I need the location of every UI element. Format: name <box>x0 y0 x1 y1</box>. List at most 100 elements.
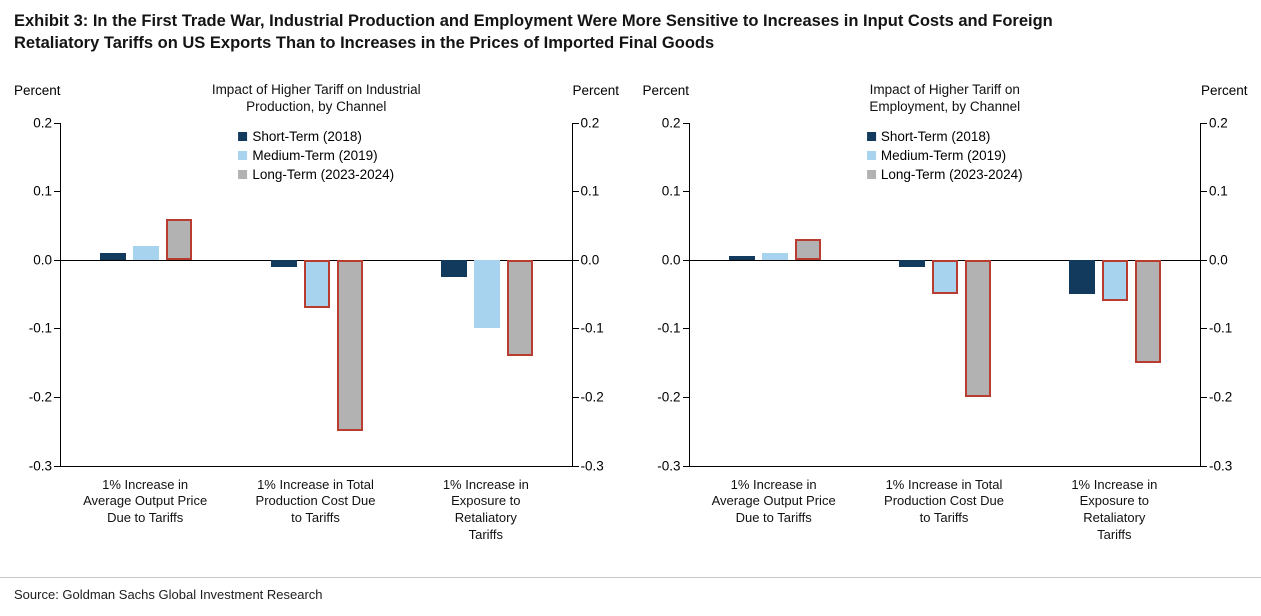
tick-mark <box>1201 465 1207 467</box>
tick-mark <box>54 191 60 193</box>
bar-short-term-2018-cat1 <box>728 256 755 260</box>
y-tick-label: -0.2 <box>657 389 681 405</box>
tick-mark <box>572 465 579 467</box>
bar-medium-term-2019-cat1 <box>761 252 788 260</box>
tick-mark <box>54 328 60 330</box>
tick-mark <box>572 328 579 330</box>
y-tick-label: -0.2 <box>1209 389 1233 405</box>
tick-mark <box>54 122 60 124</box>
tick-mark <box>1201 396 1207 398</box>
tick-mark <box>572 191 579 193</box>
legend-label: Medium-Term (2019) <box>252 147 378 163</box>
tick-mark <box>682 465 689 467</box>
chart-panel-industrial-production: Percent Impact of Higher Tariff on Indus… <box>14 81 619 543</box>
chart-title: Impact of Higher Tariff on Industrial Pr… <box>211 81 421 115</box>
legend-label: Medium-Term (2019) <box>880 147 1007 163</box>
tick-mark <box>1201 328 1207 330</box>
y-axis-left: 0.2 0.1 0.0 -0.1 -0.2 -0.3 <box>643 115 689 473</box>
legend-label: Short-Term (2018) <box>880 128 991 144</box>
bar-long-term-2023-2024-cat1 <box>166 218 193 260</box>
y-axis-right: 0.2 0.1 0.0 -0.1 -0.2 -0.3 <box>1201 115 1247 473</box>
right-axis-title: Percent <box>1201 82 1248 98</box>
legend-swatch-icon <box>238 131 248 141</box>
legend-item-medium-term-2019: Medium-Term (2019) <box>238 146 394 165</box>
chart-body: 0.2 0.1 0.0 -0.1 -0.2 -0.3 Short-Term (2018) M… <box>643 115 1248 473</box>
chart-title: Impact of Higher Tariff on Employment, b… <box>869 81 1021 115</box>
bar-short-term-2018-cat3 <box>1069 259 1096 295</box>
bar-short-term-2018-cat3 <box>440 259 467 277</box>
charts-row: Percent Impact of Higher Tariff on Indus… <box>14 81 1248 543</box>
bar-long-term-2023-2024-cat3 <box>1135 259 1162 363</box>
y-axis-left: 0.2 0.1 0.0 -0.1 -0.2 -0.3 <box>14 115 60 473</box>
tick-mark <box>682 328 689 330</box>
bar-long-term-2023-2024-cat3 <box>506 259 533 356</box>
legend-item-short-term-2018: Short-Term (2018) <box>238 127 394 146</box>
page: Exhibit 3: In the First Trade War, Indus… <box>0 10 1261 602</box>
tick-mark <box>682 259 689 261</box>
tick-mark <box>54 259 60 261</box>
y-axis-right: 0.2 0.1 0.0 -0.1 -0.2 -0.3 <box>573 115 619 473</box>
y-tick-label: 0.1 <box>580 183 600 199</box>
x-category-label: 1% Increase in Exposure to Retaliatory T… <box>1071 476 1158 543</box>
legend-swatch-icon <box>866 150 876 160</box>
y-tick-label: -0.1 <box>28 320 52 336</box>
y-tick-label: 0.2 <box>33 115 52 131</box>
x-category-label: 1% Increase in Total Production Cost Due… <box>255 476 376 526</box>
legend-item-short-term-2018: Short-Term (2018) <box>866 127 1023 146</box>
chart-body: 0.2 0.1 0.0 -0.1 -0.2 -0.3 Short-Term (2018) M… <box>14 115 619 473</box>
divider-line <box>0 576 1261 578</box>
tick-mark <box>1201 191 1207 193</box>
bar-long-term-2023-2024-cat1 <box>794 239 821 260</box>
x-category-label: 1% Increase in Average Output Price Due … <box>711 476 836 526</box>
x-category-label: 1% Increase in Average Output Price Due … <box>83 476 208 526</box>
x-axis-labels: 1% Increase in Average Output Price Due … <box>60 467 573 543</box>
y-tick-label: 0.1 <box>1209 183 1228 199</box>
y-tick-label: -0.1 <box>580 320 604 336</box>
exhibit-title-line1: Exhibit 3: In the First Trade War, Indus… <box>14 12 1053 30</box>
legend-swatch-icon <box>866 131 876 141</box>
bar-medium-term-2019-cat1 <box>133 246 160 260</box>
y-tick-label: 0.0 <box>580 252 600 268</box>
legend-swatch-icon <box>238 150 248 160</box>
bar-medium-term-2019-cat2 <box>932 259 958 295</box>
y-tick-label: 0.2 <box>1209 115 1228 131</box>
y-tick-label: 0.2 <box>661 115 681 131</box>
y-tick-label: -0.3 <box>657 458 681 474</box>
y-tick-label: -0.2 <box>28 389 52 405</box>
legend-label: Long-Term (2023-2024) <box>252 166 395 182</box>
tick-mark <box>1201 122 1207 124</box>
tick-mark <box>54 465 60 467</box>
plot-area: Short-Term (2018) Medium-Term (2019) Long-… <box>54 122 579 467</box>
legend-item-long-term-2023-2024: Long-Term (2023-2024) <box>238 165 394 184</box>
y-tick-label: -0.3 <box>28 458 52 474</box>
y-tick-label: 0.0 <box>1209 252 1228 268</box>
y-tick-label: 0.0 <box>33 252 52 268</box>
tick-mark <box>54 396 60 398</box>
y-tick-label: -0.3 <box>1209 458 1233 474</box>
legend-item-medium-term-2019: Medium-Term (2019) <box>866 146 1023 165</box>
y-tick-label: 0.0 <box>661 252 681 268</box>
tick-mark <box>1201 259 1207 261</box>
exhibit-title: Exhibit 3: In the First Trade War, Indus… <box>14 10 1229 55</box>
legend-swatch-icon <box>238 169 248 179</box>
x-axis-labels: 1% Increase in Average Output Price Due … <box>689 467 1202 543</box>
bar-medium-term-2019-cat3 <box>473 259 500 329</box>
legend: Short-Term (2018) Medium-Term (2019) Long-… <box>866 127 1023 184</box>
y-tick-label: -0.1 <box>657 320 681 336</box>
tick-mark <box>682 191 689 193</box>
bar-medium-term-2019-cat2 <box>303 259 330 308</box>
right-axis-title: Percent <box>572 82 620 98</box>
exhibit-title-line2: Retaliatory Tariffs on US Exports Than t… <box>14 34 715 53</box>
source-text: Source: Goldman Sachs Global Investment … <box>14 586 323 602</box>
tick-mark <box>682 122 689 124</box>
y-tick-label: 0.1 <box>33 183 52 199</box>
bar-long-term-2023-2024-cat2 <box>965 259 991 397</box>
y-tick-label: -0.2 <box>580 389 604 405</box>
tick-mark <box>572 122 579 124</box>
x-category-label: 1% Increase in Total Production Cost Due… <box>884 476 1004 526</box>
bar-short-term-2018-cat2 <box>270 259 297 267</box>
legend-swatch-icon <box>866 169 876 179</box>
y-tick-label: 0.2 <box>580 115 600 131</box>
bar-short-term-2018-cat1 <box>100 252 127 260</box>
legend-label: Long-Term (2023-2024) <box>880 166 1023 182</box>
